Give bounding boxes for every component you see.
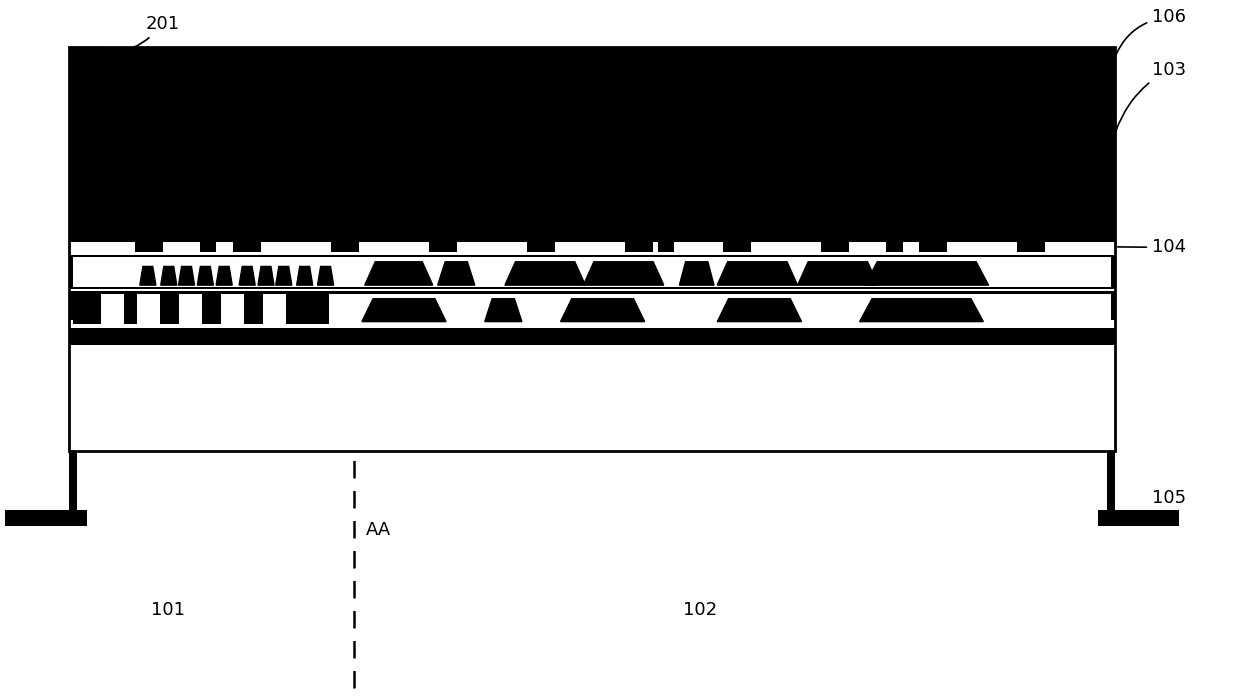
Polygon shape bbox=[258, 267, 274, 285]
Bar bbox=[73, 257, 1111, 287]
Bar bbox=[919, 241, 946, 252]
Text: 102: 102 bbox=[683, 601, 718, 619]
Bar bbox=[69, 451, 77, 510]
Bar bbox=[233, 241, 260, 252]
Polygon shape bbox=[197, 267, 213, 285]
Bar bbox=[69, 255, 1115, 289]
Bar bbox=[221, 293, 244, 323]
Polygon shape bbox=[864, 262, 988, 285]
Polygon shape bbox=[239, 267, 255, 285]
Polygon shape bbox=[140, 267, 156, 285]
Polygon shape bbox=[505, 262, 585, 285]
Text: 105: 105 bbox=[1149, 489, 1187, 517]
Bar bbox=[723, 241, 750, 252]
Bar bbox=[69, 47, 1115, 451]
Bar bbox=[821, 241, 848, 252]
Bar bbox=[1017, 241, 1044, 252]
Bar bbox=[429, 241, 456, 252]
Polygon shape bbox=[438, 262, 475, 285]
Polygon shape bbox=[216, 267, 232, 285]
Polygon shape bbox=[680, 262, 714, 285]
Bar bbox=[263, 293, 286, 323]
Text: 201: 201 bbox=[82, 15, 180, 53]
Text: 101: 101 bbox=[151, 601, 186, 619]
Bar bbox=[5, 510, 87, 526]
Text: 104: 104 bbox=[1117, 239, 1187, 256]
Bar bbox=[1097, 510, 1179, 526]
Bar bbox=[100, 293, 124, 323]
Bar bbox=[69, 328, 1115, 344]
Polygon shape bbox=[718, 299, 801, 321]
Bar bbox=[69, 291, 1115, 326]
Bar bbox=[180, 293, 202, 323]
Bar bbox=[138, 293, 160, 323]
Bar bbox=[69, 241, 1115, 252]
Text: 106: 106 bbox=[1116, 8, 1185, 55]
Bar bbox=[625, 241, 652, 252]
Polygon shape bbox=[560, 299, 645, 321]
Polygon shape bbox=[859, 299, 983, 321]
Text: AA: AA bbox=[366, 521, 392, 539]
Bar bbox=[69, 47, 1115, 247]
Bar bbox=[71, 48, 98, 62]
Bar bbox=[69, 320, 1115, 328]
Polygon shape bbox=[797, 262, 878, 285]
Polygon shape bbox=[362, 299, 446, 321]
Bar bbox=[200, 241, 217, 252]
Polygon shape bbox=[179, 267, 195, 285]
Bar bbox=[73, 293, 1111, 323]
Text: 103: 103 bbox=[1116, 61, 1187, 131]
Bar bbox=[887, 241, 903, 252]
Bar bbox=[73, 293, 330, 323]
Polygon shape bbox=[296, 267, 312, 285]
Bar bbox=[1107, 451, 1115, 510]
Polygon shape bbox=[317, 267, 334, 285]
Polygon shape bbox=[583, 262, 663, 285]
Polygon shape bbox=[717, 262, 797, 285]
Bar bbox=[657, 241, 673, 252]
Bar bbox=[69, 344, 1115, 349]
Bar bbox=[135, 241, 162, 252]
Polygon shape bbox=[485, 299, 522, 321]
Polygon shape bbox=[161, 267, 177, 285]
Polygon shape bbox=[275, 267, 291, 285]
Bar bbox=[527, 241, 554, 252]
Polygon shape bbox=[365, 262, 433, 285]
Bar bbox=[69, 47, 1115, 451]
Bar bbox=[331, 241, 358, 252]
